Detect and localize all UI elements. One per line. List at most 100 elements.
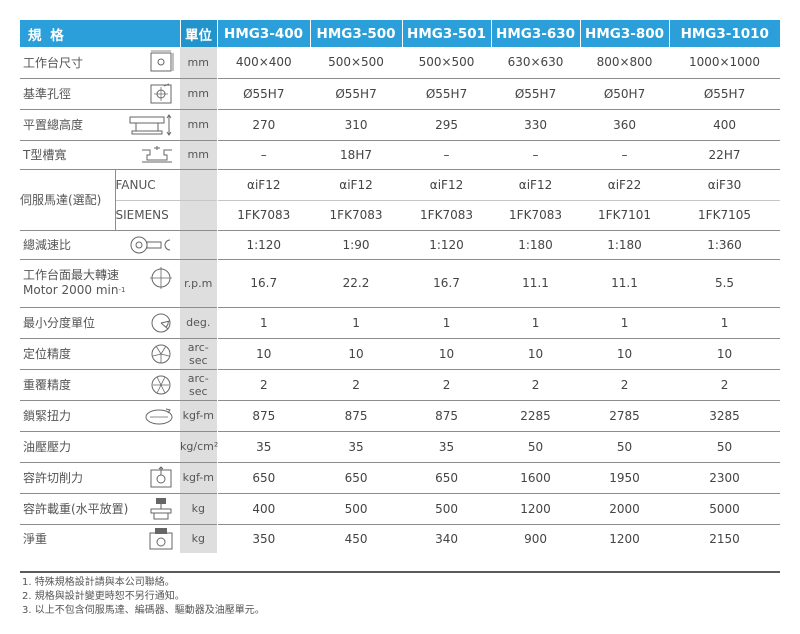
row-value: 2: [352, 377, 360, 392]
spec-row: 總減速比 1:120 1:90 1:120 1:180 1:180 1:360: [20, 230, 781, 259]
row-value: 650: [435, 470, 458, 485]
row-value: 1FK7083: [420, 208, 473, 222]
row-label: 工作台尺寸: [20, 47, 180, 78]
row-value: 1FK7101: [598, 208, 651, 222]
row-value: 1:120: [246, 237, 282, 252]
header-row: 規 格 單位 HMG3-400 HMG3-500 HMG3-501 HMG3-6…: [20, 20, 781, 47]
row-value: 500: [435, 501, 458, 516]
row-value: 450: [344, 531, 368, 546]
row-value: 1FK7105: [698, 208, 751, 222]
spec-row: 淨重 kg 350 450 340 900 1200 2150: [20, 524, 780, 553]
spec-row: 定位精度 arc-sec 10 10 10 10 10 10: [20, 338, 781, 369]
row-unit: kgf-m: [180, 462, 218, 493]
servo-brand-siemens: SIEMENS: [115, 208, 169, 222]
spec-row: 工作台面最大轉速 Motor 2000 min-1 r.p.m 16.7 22.…: [20, 259, 781, 307]
row-value: 5.5: [714, 276, 735, 290]
spec-row: 油壓壓力 kg/cm² 35 35 35 50 50 50: [20, 431, 781, 462]
row-value: 35: [348, 439, 364, 454]
row-value: 2300: [709, 470, 740, 485]
row-value: 1950: [609, 470, 640, 485]
row-value: 2: [531, 377, 540, 392]
row-value: –: [532, 147, 539, 162]
row-label-text: 鎖緊扭力: [23, 409, 72, 423]
row-unit: kg: [180, 524, 218, 553]
row-value: 1FK7083: [237, 208, 291, 222]
row-label-motor-text: Motor 2000 min: [23, 283, 119, 297]
row-value: 1: [531, 315, 540, 330]
row-label: 定位精度: [20, 338, 180, 369]
row-value: 2285: [520, 408, 551, 423]
row-value: Ø55H7: [335, 86, 377, 101]
row-unit: kgf-m: [180, 400, 218, 431]
row-value: αiF12: [247, 177, 281, 192]
footnote: 2. 規格與設計變更時恕不另行通知。: [22, 591, 185, 602]
row-unit: [180, 200, 218, 230]
row-value: 500: [344, 501, 368, 516]
row-value: 330: [524, 117, 547, 132]
row-value: 400: [252, 501, 276, 516]
row-value: αiF22: [607, 177, 642, 192]
row-unit: mm: [180, 109, 218, 140]
header-model: HMG3-500: [310, 20, 403, 47]
row-value: 500×500: [328, 55, 384, 70]
cutting-force-icon: [148, 465, 174, 490]
header-model: HMG3-630: [491, 20, 581, 47]
spec-row: 最小分度單位 deg. 1 1 1 1 1 1: [20, 307, 781, 338]
header-model: HMG3-1010: [669, 20, 781, 47]
row-label: T型槽寬: [20, 140, 180, 169]
row-label: 平置總高度: [20, 109, 180, 140]
row-value: 875: [435, 408, 458, 423]
row-unit: arc-sec: [180, 338, 218, 369]
weight-icon: [148, 527, 174, 551]
row-value: 1FK7083: [509, 208, 562, 222]
servo-group-label: 伺服馬達(選配): [20, 169, 116, 230]
row-label: 重覆精度: [20, 369, 180, 400]
row-value: –: [443, 147, 450, 162]
row-value: 1FK7083: [329, 208, 383, 222]
row-value: 11.1: [611, 276, 638, 290]
spec-row: 重覆精度 arc-sec 2 2 2 2 2 2: [20, 369, 781, 400]
spec-row: 基準孔徑 mm Ø55H7 Ø55H7 Ø55H7 Ø55H7 Ø50H7 Ø5…: [20, 78, 781, 109]
repeatability-icon: [148, 373, 174, 397]
row-label: 總減速比: [20, 230, 180, 259]
row-unit: mm: [180, 140, 218, 169]
footnote: 1. 特殊規格設計請與本公司聯絡。: [22, 577, 175, 588]
servo-brand-fanuc: FANUC: [115, 177, 156, 192]
row-value: 10: [438, 346, 455, 361]
servo-row-fanuc: 伺服馬達(選配) FANUC αiF12 αiF12 αiF12 αiF12 α…: [20, 169, 781, 230]
row-value: 10: [616, 346, 633, 361]
spec-row: T型槽寬 mm – 18H7 – – – 22H7: [20, 140, 781, 169]
row-value: αiF30: [707, 177, 742, 192]
row-label: 淨重: [20, 524, 180, 553]
row-value: αiF12: [518, 177, 553, 192]
row-value: 875: [344, 408, 368, 423]
height-icon: [128, 113, 174, 137]
row-value: 1: [259, 315, 268, 330]
row-unit: kg/cm²: [180, 431, 218, 462]
row-value: 295: [435, 117, 458, 132]
header-model: HMG3-800: [580, 20, 670, 47]
row-label-text: 重覆精度: [23, 378, 72, 392]
servo-row-siemens: SIEMENS 1FK7083 1FK7083 1FK7083 1FK7083 …: [20, 200, 781, 230]
row-value: 2785: [609, 408, 640, 423]
row-unit: r.p.m: [180, 259, 218, 307]
row-label: 鎖緊扭力: [20, 400, 180, 431]
row-value: 400: [713, 117, 736, 132]
row-value: 18H7: [340, 147, 372, 162]
row-value: 50: [716, 439, 733, 454]
row-value: 10: [348, 346, 364, 361]
row-label: 基準孔徑: [20, 78, 180, 109]
row-value: 400×400: [235, 55, 292, 70]
row-value: 2000: [609, 501, 640, 516]
clamping-torque-icon: [144, 405, 174, 427]
row-value: 650: [344, 470, 368, 485]
row-value: 2150: [709, 531, 740, 546]
spec-row: 平置總高度 mm 270 310 295 330 360 400: [20, 109, 781, 140]
row-value: 1: [352, 315, 360, 330]
rotation-speed-icon: [148, 266, 174, 290]
row-value: 500×500: [418, 55, 475, 70]
load-icon: [148, 497, 174, 521]
row-value: 3285: [709, 408, 740, 423]
bottom-rule: [20, 571, 780, 573]
row-value: 1:90: [342, 237, 370, 252]
